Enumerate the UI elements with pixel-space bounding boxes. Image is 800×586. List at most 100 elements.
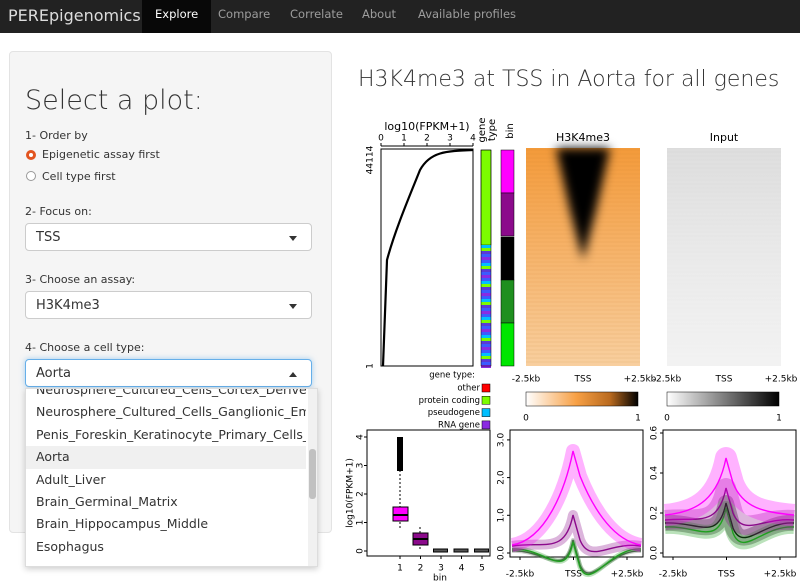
label: 0	[664, 414, 670, 424]
strip-cell	[481, 356, 491, 359]
panel-frame	[366, 429, 491, 557]
strip-cell	[481, 350, 491, 353]
label: +2.5kb	[611, 570, 644, 580]
label: 1	[397, 564, 403, 574]
label: +2.5kb	[765, 375, 798, 385]
profile-line	[664, 487, 795, 527]
option[interactable]: Penis_Foreskin_Keratinocyte_Primary_Cell…	[36, 426, 306, 442]
strip-cell	[481, 329, 491, 332]
label: 1	[401, 134, 407, 144]
expression-curve	[381, 148, 474, 367]
label: 1	[356, 520, 366, 526]
option[interactable]: Aorta	[26, 446, 306, 469]
label: 0.0	[497, 546, 507, 561]
panel-frame	[380, 148, 474, 367]
label: 4	[470, 134, 476, 144]
strip-cell	[481, 293, 491, 296]
label: 3	[438, 564, 444, 574]
nav-link[interactable]: Explore	[142, 0, 212, 33]
strip-cell	[481, 287, 491, 290]
label: pseudogene	[428, 408, 480, 418]
select-value: H3K4me3	[36, 298, 100, 313]
strip-cell	[481, 323, 491, 326]
label: 4- Choose a cell type:	[25, 341, 145, 354]
label: 2.0	[497, 470, 507, 485]
label: Input	[710, 131, 739, 144]
label: -2.5kb	[653, 375, 682, 385]
option[interactable]: Brain_Hippocampus_Middle	[36, 516, 209, 532]
label: 4	[459, 564, 465, 574]
scrollbar[interactable]	[308, 389, 317, 566]
strip-cell	[481, 326, 491, 329]
label: 5	[479, 564, 485, 574]
nav-link[interactable]: Available profiles	[418, 7, 517, 21]
radio-label[interactable]: Epigenetic assay first	[42, 148, 160, 161]
strip-cell	[481, 254, 491, 257]
radio[interactable]	[26, 171, 36, 181]
strip-cell	[481, 296, 491, 299]
strip-cell	[481, 332, 491, 335]
strip-cell	[481, 269, 491, 272]
legend-swatch	[481, 420, 491, 430]
label: 0	[378, 134, 384, 144]
label: type	[487, 119, 498, 141]
strip-cell	[481, 281, 491, 284]
label: 44114	[366, 145, 376, 174]
bin-cell	[500, 236, 515, 281]
strip-cell	[481, 245, 491, 248]
label: 3.0	[497, 432, 507, 447]
label: 2- Focus on:	[25, 205, 92, 218]
caret	[289, 236, 297, 241]
label: 2	[418, 564, 424, 574]
strip-cell	[481, 362, 491, 365]
strip-cell	[481, 353, 491, 356]
label: TSS	[715, 375, 733, 385]
option[interactable]: Neurosphere_Cultured_Cells_Ganglionic_Em…	[36, 404, 306, 420]
strip-cell	[481, 266, 491, 269]
select[interactable]: Aorta	[25, 359, 312, 387]
panel-frame	[662, 429, 797, 558]
option[interactable]: Adult_Liver	[36, 471, 106, 487]
strip-cell	[481, 290, 491, 293]
label: 0.2	[650, 506, 660, 520]
strip-cell	[481, 302, 491, 305]
box	[433, 548, 448, 553]
legend-swatch	[481, 383, 491, 393]
label: 1	[366, 363, 376, 369]
strip-frame	[480, 149, 492, 367]
dropdown-list: Neurosphere_Cultured_Cells_Cortex_Derive…	[26, 388, 317, 558]
strip-cell	[481, 344, 491, 347]
option[interactable]: Brain_Germinal_Matrix	[36, 493, 178, 509]
option[interactable]: Neurosphere_Cultured_Cells_Cortex_Derive…	[36, 388, 306, 397]
select[interactable]: TSS	[25, 223, 312, 251]
label: bin	[505, 123, 516, 138]
select[interactable]: H3K4me3	[25, 291, 312, 319]
bin-cell	[500, 149, 515, 194]
label: log10(FPKM+1)	[346, 458, 356, 528]
label: TSS	[564, 570, 582, 580]
label: -2.5kb	[506, 570, 535, 580]
scroll-thumb[interactable]	[309, 449, 316, 499]
option[interactable]: Esophagus	[36, 538, 104, 554]
nav-link[interactable]: Correlate	[290, 7, 343, 21]
strip-cell	[481, 317, 491, 320]
navbar: PEREpigenomics Explore Compare Correlate…	[0, 0, 800, 33]
label: 3	[356, 463, 366, 469]
bin-cell	[500, 192, 515, 237]
radio[interactable]	[26, 150, 36, 160]
brand[interactable]: PEREpigenomics	[8, 6, 141, 25]
plot-title: H3K4me3 at TSS in Aorta for all genes	[358, 67, 780, 92]
label: protein coding	[419, 396, 480, 406]
nav-link[interactable]: About	[362, 7, 397, 21]
strip-cell	[481, 320, 491, 323]
strip-cell	[481, 311, 491, 314]
nav-link[interactable]: Compare	[218, 7, 271, 21]
box	[453, 548, 469, 553]
radio-label[interactable]: Cell type first	[42, 170, 116, 183]
label: 0	[356, 548, 366, 554]
strip-cell	[481, 260, 491, 263]
strip-cell	[481, 251, 491, 254]
label: 2	[356, 491, 366, 497]
select-value: Aorta	[36, 366, 72, 381]
